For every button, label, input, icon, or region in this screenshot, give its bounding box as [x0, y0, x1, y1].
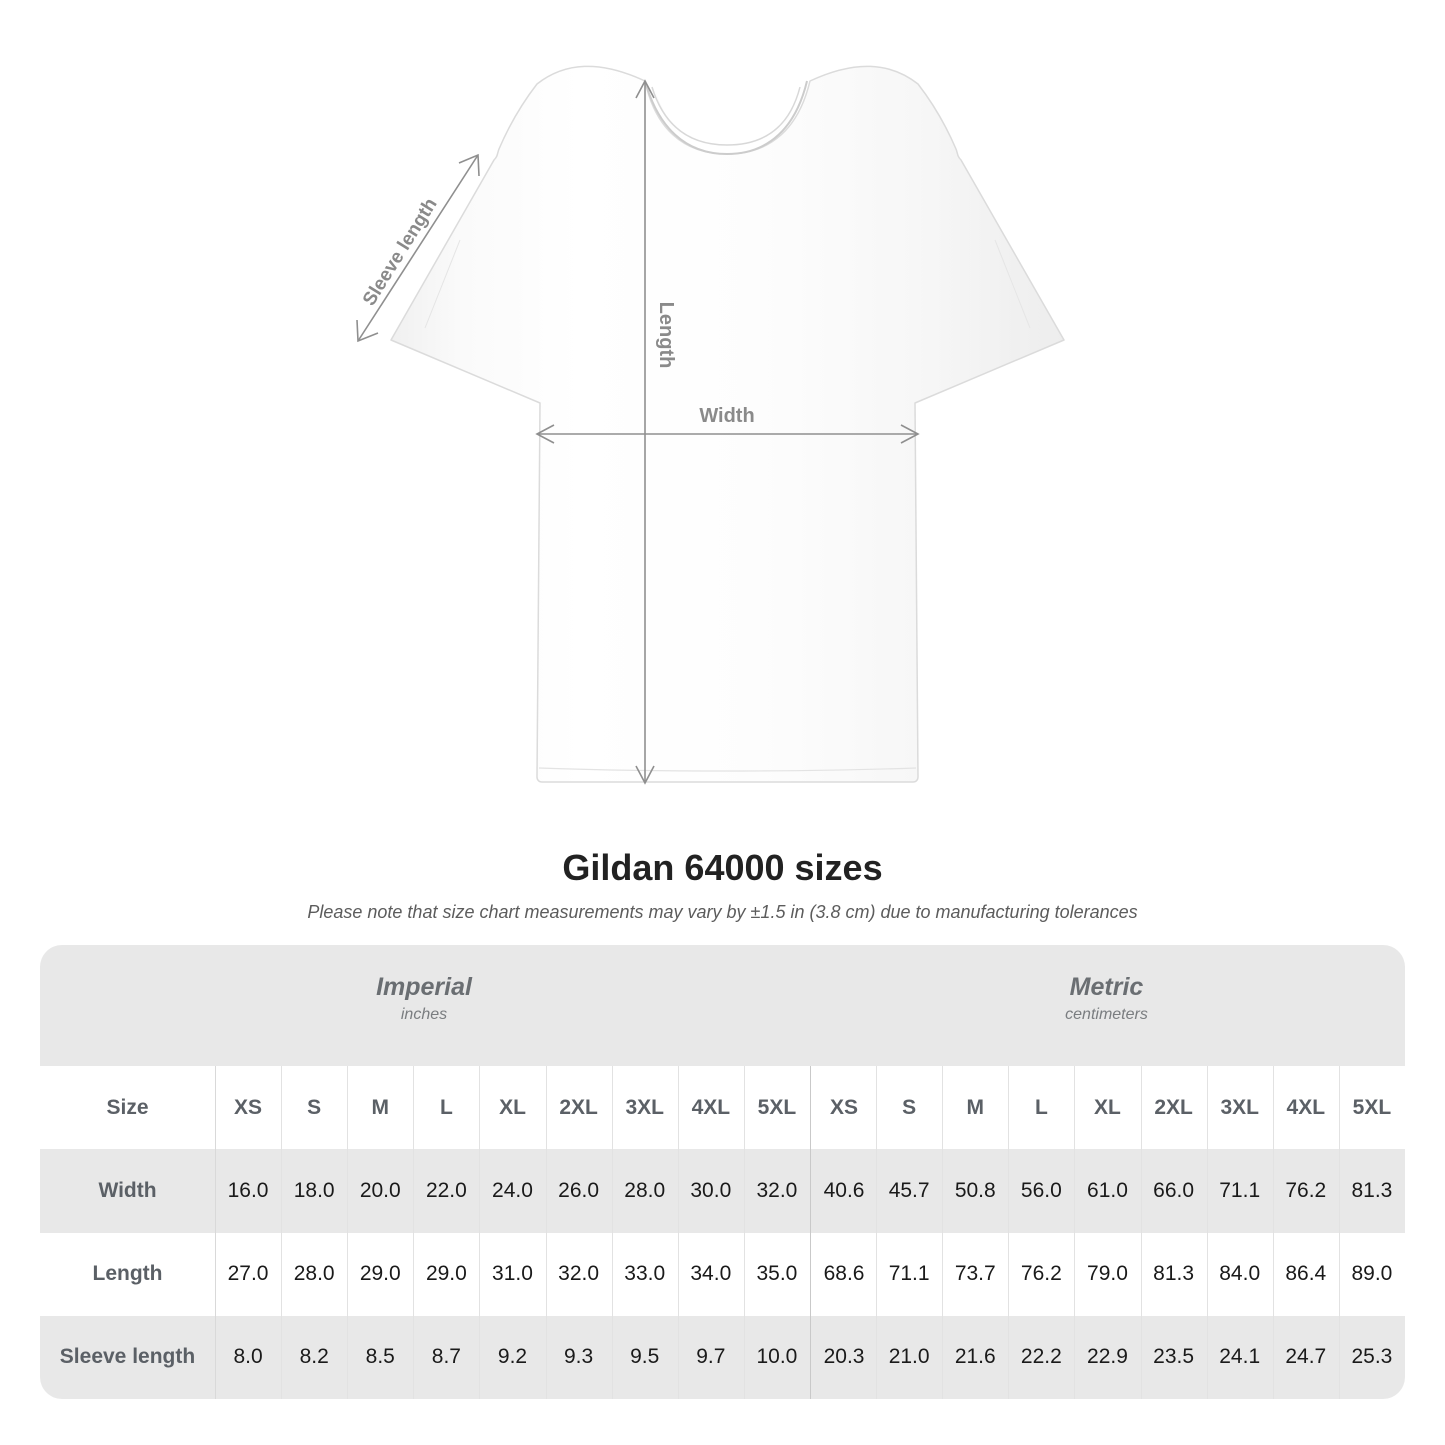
svg-text:Length: Length: [655, 302, 677, 369]
svg-text:Width: Width: [699, 405, 754, 427]
